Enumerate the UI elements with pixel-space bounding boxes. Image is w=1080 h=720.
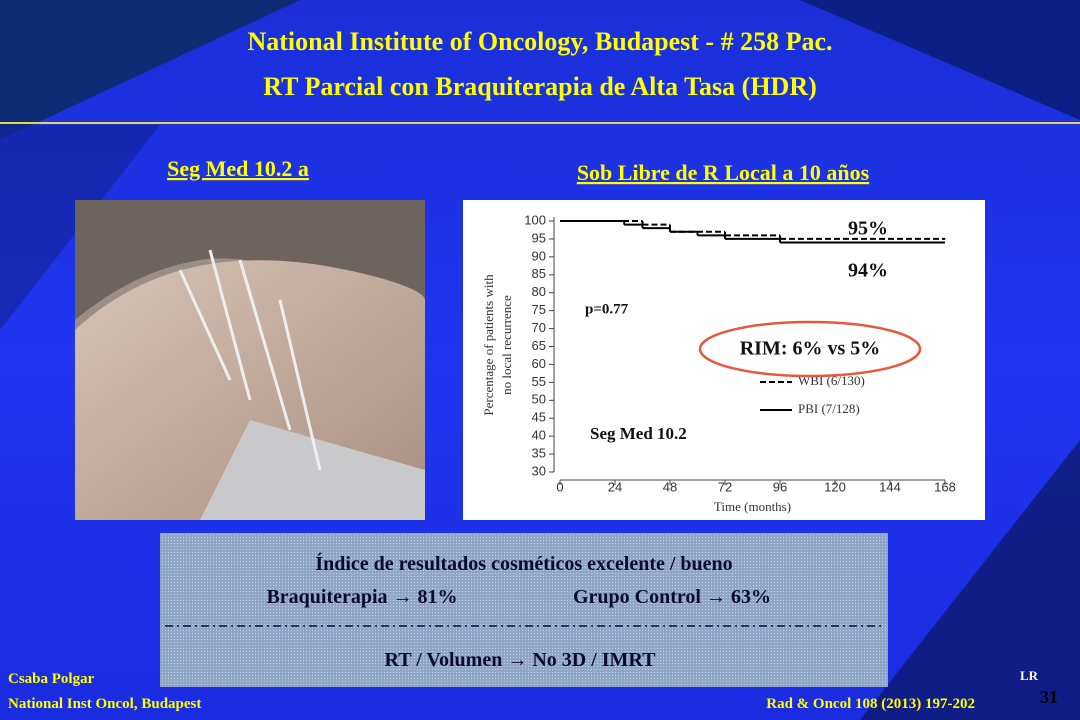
y-tick-label: 30 — [532, 463, 546, 478]
x-tick-label: 24 — [608, 479, 622, 494]
y-tick-label: 65 — [532, 338, 546, 353]
box-text: Braquiterapia → 81% — [266, 586, 457, 608]
chart-annotation: p=0.77 — [585, 301, 629, 317]
box-text: Índice de resultados cosméticos excelent… — [315, 552, 732, 575]
y-tick-label: 35 — [532, 446, 546, 461]
x-tick-label: 48 — [663, 479, 677, 494]
chart-annotation: 95% — [848, 218, 888, 240]
chart-annotation: 94% — [848, 260, 888, 282]
corner-shade — [800, 0, 1080, 120]
y-tick-label: 55 — [532, 374, 546, 389]
x-tick-label: 72 — [718, 479, 732, 494]
corner-shade — [860, 440, 1080, 720]
y-tick-label: 45 — [532, 410, 546, 425]
footer-reference: Rad & Oncol 108 (2013) 197-202 — [766, 696, 975, 712]
y-tick-label: 95 — [532, 230, 546, 245]
y-tick-label: 85 — [532, 266, 546, 281]
x-axis-label: Time (months) — [714, 499, 791, 514]
corner-shade — [0, 0, 300, 140]
chart-annotation: RIM: 6% vs 5% — [740, 338, 881, 360]
summary-box — [160, 533, 888, 687]
title: National Institute of Oncology, Budapest… — [247, 27, 832, 56]
footer-institution: National Inst Oncol, Budapest — [8, 696, 201, 712]
legend-label: PBI (7/128) — [798, 401, 860, 416]
y-tick-label: 40 — [532, 428, 546, 443]
x-tick-label: 144 — [879, 479, 901, 494]
y-tick-label: 90 — [532, 248, 546, 263]
y-tick-label: 60 — [532, 356, 546, 371]
box-text: RT / Volumen → No 3D / IMRT — [384, 649, 656, 671]
y-tick-label: 50 — [532, 392, 546, 407]
y-tick-label: 70 — [532, 320, 546, 335]
y-axis-label: no local recurrence — [499, 295, 514, 395]
section-heading: Seg Med 10.2 a — [167, 156, 309, 181]
page-number: 31 — [1040, 687, 1058, 707]
photo — [75, 200, 425, 520]
y-axis-label: Percentage of patients with — [481, 274, 496, 416]
subtitle: RT Parcial con Braquiterapia de Alta Tas… — [263, 72, 817, 101]
chart-panel — [463, 200, 985, 520]
y-tick-label: 100 — [524, 212, 546, 227]
highlight-ellipse — [698, 320, 922, 378]
x-tick-label: 96 — [773, 479, 787, 494]
footer-author: Csaba Polgar — [8, 671, 95, 687]
y-tick-label: 75 — [532, 302, 546, 317]
chart-annotation: Seg Med 10.2 — [590, 424, 687, 443]
x-tick-label: 120 — [824, 479, 846, 494]
x-tick-label: 168 — [934, 479, 956, 494]
section-heading: Sob Libre de R Local a 10 años — [577, 160, 870, 185]
footer-tag: LR — [1020, 668, 1039, 683]
chart: 30 35 40 45 50 55 60 65 70 75 80 85 90 95 100 0 24 48 72 96… — [481, 212, 956, 514]
y-tick-label: 80 — [532, 284, 546, 299]
box-text: Grupo Control → 63% — [573, 586, 771, 608]
x-tick-label: 0 — [556, 479, 563, 494]
